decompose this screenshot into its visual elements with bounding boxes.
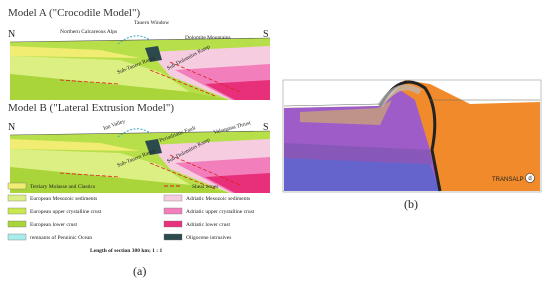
model-a-title: Model A ("Crocodile Model") — [8, 7, 140, 19]
legend: Tertiary Molasse and Clastics Shear zone… — [7, 182, 255, 241]
transalp-section: TRANSALP d — [282, 79, 542, 193]
caption-b: (b) — [404, 197, 418, 211]
legend-label: Shear zones — [192, 184, 218, 190]
legend-label: European Mesozoic sediments — [30, 196, 97, 202]
legend-label: Adriatic upper crystalline crust — [186, 209, 255, 215]
section-label: Tauern Window — [134, 20, 169, 26]
section-label: Inn Valley — [103, 118, 127, 131]
legend-label: Adriatic lower crust — [186, 222, 230, 228]
section-label: Dolomite Mountains — [185, 35, 231, 41]
source-label: TRANSALP — [492, 177, 524, 183]
north-label: N — [8, 29, 15, 40]
badge: d — [528, 176, 531, 182]
cross-section-a — [9, 35, 271, 101]
scale-note: Length of section 300 km; 1 : 1 — [90, 248, 163, 254]
legend-label: European upper crystalline crust — [30, 209, 102, 215]
south-label: S — [263, 29, 269, 40]
north-label: N — [8, 122, 15, 133]
section-label: Northern Calcareous Alps — [60, 29, 117, 35]
caption-a: (a) — [133, 264, 146, 278]
south-label: S — [263, 122, 269, 133]
model-b-title: Model B ("Lateral Extrusion Model") — [8, 102, 174, 114]
legend-label: Oligocene intrusives — [186, 235, 231, 241]
legend-label: Tertiary Molasse and Clastics — [30, 184, 95, 190]
legend-label: European lower crust — [30, 222, 78, 228]
legend-label: Adriatic Mesozoic sediments — [186, 196, 250, 202]
legend-label: remnants of Penninic Ocean — [30, 234, 92, 241]
